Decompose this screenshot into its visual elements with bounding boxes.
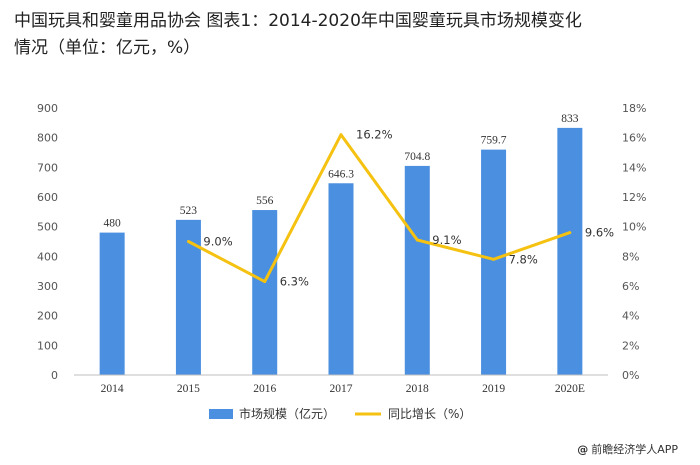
right-axis-tick-label: 6% <box>622 280 639 293</box>
left-axis-tick-label: 600 <box>37 191 58 204</box>
growth-value-label: 9.1% <box>432 233 461 247</box>
x-axis-tick-label: 2019 <box>482 383 505 395</box>
right-axis-tick-label: 8% <box>622 250 639 263</box>
bar-2017 <box>328 183 354 375</box>
left-axis-tick-label: 900 <box>37 102 58 115</box>
growth-value-label: 9.0% <box>203 235 232 249</box>
growth-point-2015 <box>186 240 190 243</box>
bar-value-label: 556 <box>256 195 274 207</box>
growth-value-label: 9.6% <box>585 226 614 240</box>
bar-2019 <box>481 149 507 375</box>
legend-label-growth: 同比增长（%） <box>388 407 471 421</box>
bar-2016 <box>252 210 278 375</box>
chart-title-line-2: 情况（单位：亿元，%） <box>14 38 201 58</box>
right-axis-tick-label: 12% <box>622 191 646 204</box>
bar-value-label: 646.3 <box>328 168 354 180</box>
x-axis-tick-label: 2014 <box>101 383 124 395</box>
legend-swatch-market-size <box>209 409 233 419</box>
x-axis-tick-label: 2020E <box>555 383 585 395</box>
growth-point-2019 <box>492 257 496 261</box>
x-axis-tick-label: 2015 <box>177 383 200 395</box>
growth-value-label: 7.8% <box>509 252 538 266</box>
right-axis-tick-label: 10% <box>622 221 646 234</box>
x-axis-tick-label: 2018 <box>406 383 429 395</box>
right-axis-tick-label: 16% <box>622 132 646 145</box>
credit-at-symbol: @ <box>577 443 589 456</box>
right-axis-tick-label: 2% <box>622 339 639 352</box>
left-axis-tick-label: 300 <box>37 280 58 293</box>
left-axis-tick-label: 800 <box>37 132 58 145</box>
growth-point-2020E <box>568 231 572 235</box>
growth-point-2017 <box>339 133 343 137</box>
left-axis-tick-label: 200 <box>37 310 58 323</box>
growth-line <box>187 133 571 284</box>
bar-value-label: 833 <box>561 113 579 125</box>
chart-title: 中国玩具和婴童用品协会 图表1：2014-2020年中国婴童玩具市场规模变化 情… <box>14 8 686 62</box>
bar-value-label: 480 <box>104 218 122 230</box>
growth-point-2018 <box>415 238 419 242</box>
source-credit: @ 前瞻经济学人APP <box>577 441 678 457</box>
right-axis-tick-label: 18% <box>622 102 646 115</box>
growth-value-label: 16.2% <box>356 128 393 142</box>
bar-value-label: 523 <box>180 205 198 217</box>
growth-point-2016 <box>263 280 267 284</box>
bar-2018 <box>404 165 430 375</box>
bar-value-label: 704.8 <box>404 151 430 163</box>
bar-2014 <box>99 232 125 375</box>
bar-2020E <box>557 127 583 375</box>
left-axis-tick-label: 700 <box>37 161 58 174</box>
right-axis-tick-label: 14% <box>622 161 646 174</box>
legend-label-market-size: 市场规模（亿元） <box>239 406 335 421</box>
credit-text: 前瞻经济学人APP <box>591 443 678 456</box>
left-axis-tick-label: 400 <box>37 250 58 263</box>
right-axis-tick-label: 0% <box>622 369 639 382</box>
x-axis-tick-label: 2017 <box>330 383 353 395</box>
left-axis-tick-label: 0 <box>51 369 58 382</box>
right-axis-tick-label: 4% <box>622 310 639 323</box>
x-axis-tick-label: 2016 <box>253 383 276 395</box>
left-axis-tick-label: 500 <box>37 221 58 234</box>
left-axis-tick-label: 100 <box>37 339 58 352</box>
growth-value-label: 6.3% <box>280 275 309 289</box>
bar-value-label: 759.7 <box>481 135 507 147</box>
chart-title-line-1: 中国玩具和婴童用品协会 图表1：2014-2020年中国婴童玩具市场规模变化 <box>14 11 582 31</box>
